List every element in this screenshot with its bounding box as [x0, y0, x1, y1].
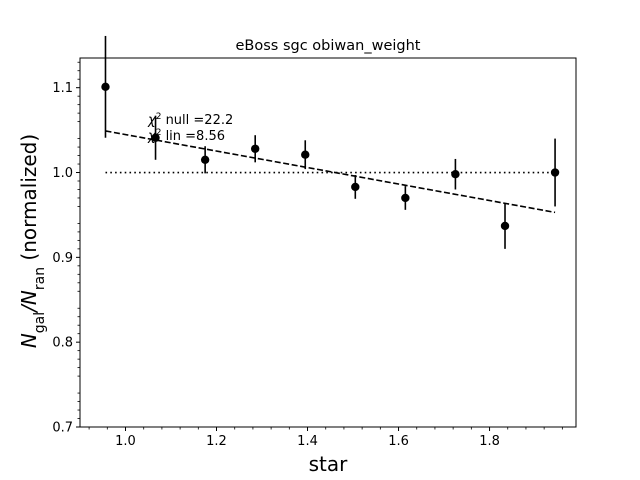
chi2-lin-annotation: χ2 lin =8.56 — [147, 128, 225, 144]
chi2-null-annotation: χ2 null =22.2 — [147, 112, 233, 128]
y-tick-label: 0.9 — [52, 251, 73, 266]
x-tick-label: 1.2 — [206, 434, 227, 449]
axis-ticks: 1.0 1.2 1.4 1.6 1.8 0.7 0.8 0.9 1.0 1.1 — [52, 57, 577, 449]
data-point — [151, 133, 160, 142]
chart-title: eBoss sgc obiwan_weight — [236, 38, 421, 54]
y-tick-label: 1.0 — [52, 166, 73, 181]
data-point — [200, 155, 210, 164]
data-point — [401, 193, 410, 203]
axes-frame — [79, 57, 577, 428]
data-point — [500, 221, 510, 231]
data-point — [550, 168, 560, 177]
data-point — [351, 182, 360, 192]
x-tick-label: 1.8 — [479, 434, 500, 449]
data-point — [301, 150, 310, 159]
y-tick-label: 0.8 — [52, 336, 73, 351]
linear-fit-line — [105, 130, 556, 214]
plot-area — [101, 35, 560, 249]
x-tick-label: 1.0 — [115, 434, 136, 449]
y-tick-label: 1.1 — [52, 81, 73, 96]
annotations: χ2 null =22.2 χ2 lin =8.56 — [147, 112, 233, 144]
data-point — [250, 144, 260, 153]
x-tick-label: 1.4 — [297, 434, 318, 449]
data-point — [451, 170, 460, 179]
x-tick-label: 1.6 — [388, 434, 409, 449]
y-tick-label: 0.7 — [52, 421, 73, 436]
y-axis-label: Ngal/Nran (normalized) — [17, 134, 48, 348]
data-point — [101, 82, 110, 92]
x-axis-label: star — [309, 452, 349, 476]
